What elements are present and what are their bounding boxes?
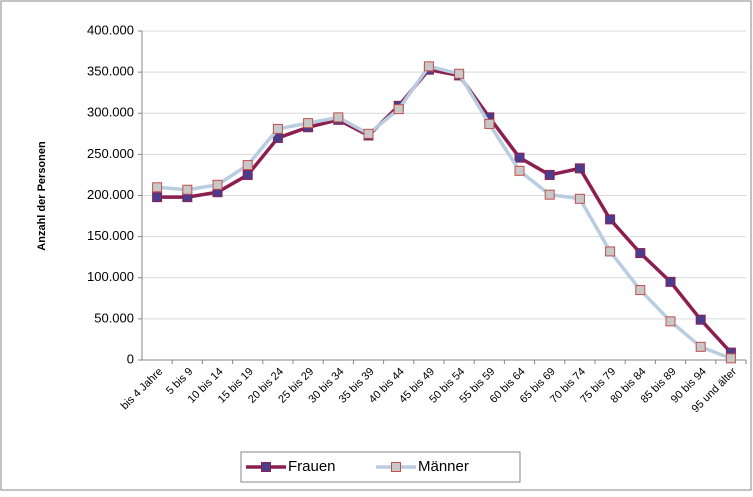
data-point (182, 184, 193, 195)
legend-marker (261, 462, 271, 472)
data-point (514, 165, 525, 176)
y-tick-label: 200.000 (87, 187, 134, 202)
data-point (152, 182, 163, 193)
series-line (156, 64, 732, 360)
data-point (574, 193, 585, 204)
data-point (665, 276, 676, 287)
legend-marker (391, 462, 401, 472)
series-line (157, 67, 733, 354)
data-point (212, 179, 223, 190)
legend-label: Frauen (288, 458, 336, 475)
data-point (544, 189, 555, 200)
y-axis-title: Anzahl der Personen (36, 141, 48, 251)
data-point (454, 68, 465, 79)
y-tick-label: 250.000 (87, 146, 134, 161)
data-point (635, 248, 646, 259)
data-point (605, 246, 616, 257)
data-point (725, 353, 736, 364)
y-tick-label: 50.000 (94, 310, 134, 325)
data-point (544, 169, 555, 180)
data-point (242, 160, 253, 171)
data-point (665, 316, 676, 327)
data-point (423, 61, 434, 72)
legend-label: Männer (418, 458, 469, 475)
data-point (605, 214, 616, 225)
y-tick-label: 150.000 (87, 228, 134, 243)
data-point (303, 118, 314, 129)
data-point (393, 104, 404, 115)
data-point (242, 169, 253, 180)
data-point (514, 152, 525, 163)
y-tick-label: 0 (127, 351, 134, 366)
data-point (333, 112, 344, 123)
data-point (695, 341, 706, 352)
data-point (484, 118, 495, 129)
y-tick-label: 100.000 (87, 269, 134, 284)
data-point (635, 285, 646, 296)
data-point (363, 128, 374, 139)
y-tick-label: 350.000 (87, 64, 134, 79)
y-tick-label: 300.000 (87, 105, 134, 120)
data-point (152, 192, 163, 203)
data-point (272, 123, 283, 134)
data-point (695, 314, 706, 325)
data-point (574, 163, 585, 174)
y-tick-label: 400.000 (87, 22, 134, 37)
